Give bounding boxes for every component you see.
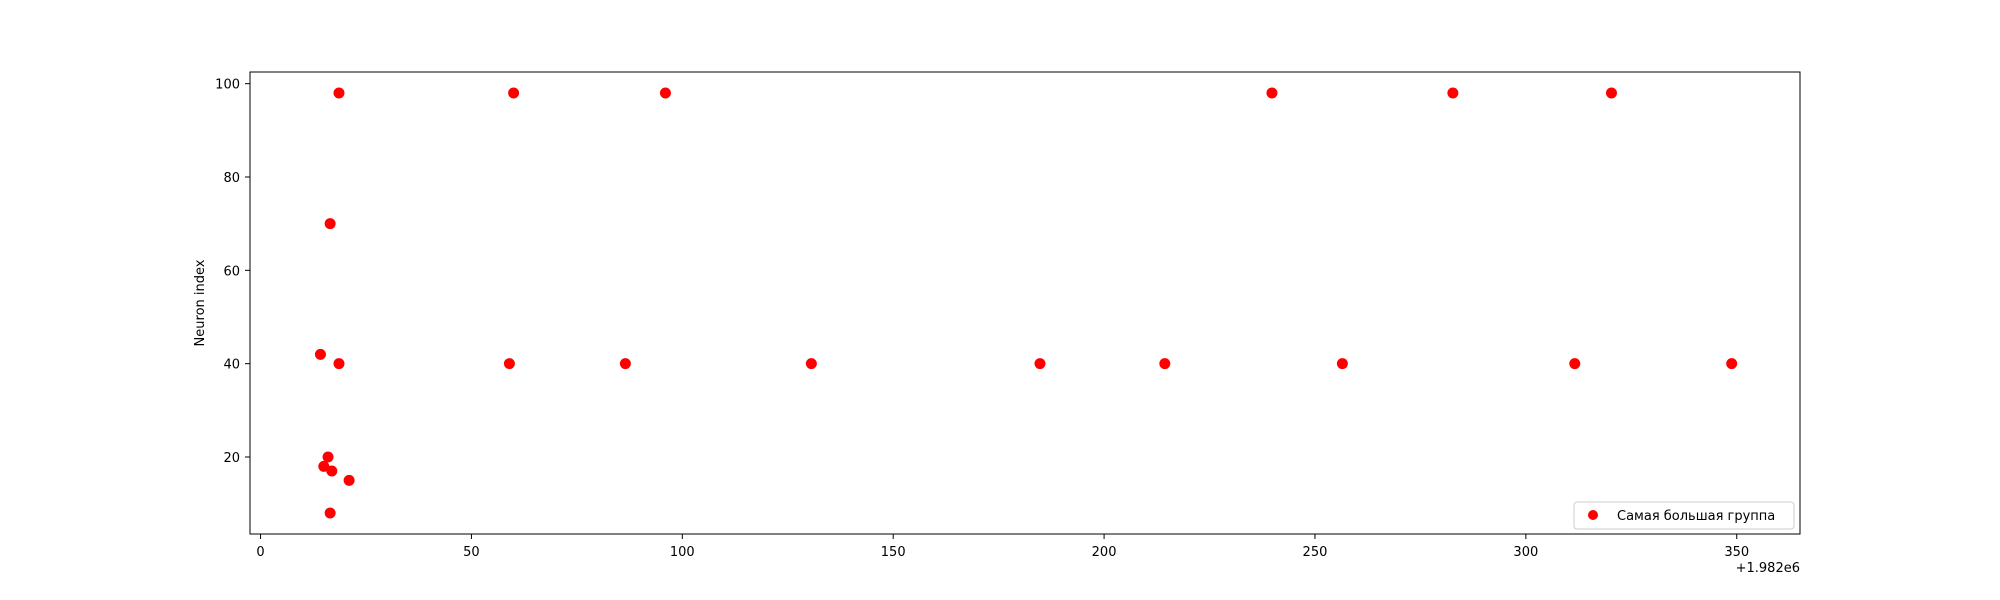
- x-tick-label: 150: [881, 545, 906, 560]
- y-axis-label: Neuron index: [193, 259, 208, 346]
- data-point: [333, 87, 345, 99]
- data-point: [1266, 87, 1278, 99]
- data-points: [314, 87, 1738, 519]
- x-tick-label: 100: [670, 545, 695, 560]
- data-point: [1569, 358, 1581, 370]
- data-point: [318, 460, 330, 472]
- legend: Самая большая группа: [1573, 501, 1795, 530]
- y-tick-label: 80: [223, 171, 240, 186]
- data-point: [1605, 87, 1617, 99]
- data-point: [1726, 358, 1738, 370]
- data-point: [324, 507, 336, 519]
- axis-ticks: 0 50 100 150 200 250 300 350 20 40 60 80 100: [215, 78, 1749, 560]
- x-tick-label: 300: [1513, 545, 1538, 560]
- data-point: [659, 87, 671, 99]
- plot-area: [250, 72, 1800, 534]
- data-point: [1034, 358, 1046, 370]
- legend-box: [1573, 501, 1795, 530]
- x-tick-label: 350: [1724, 545, 1749, 560]
- legend-marker: [1588, 510, 1598, 520]
- y-tick-label: 100: [215, 78, 240, 93]
- data-point: [343, 474, 355, 486]
- data-point: [333, 358, 345, 370]
- y-tick-label: 40: [223, 358, 240, 373]
- data-point: [503, 358, 515, 370]
- data-point: [805, 358, 817, 370]
- x-tick-label: 200: [1092, 545, 1117, 560]
- y-tick-label: 60: [223, 264, 240, 279]
- data-point: [619, 358, 631, 370]
- data-point: [314, 348, 326, 360]
- x-tick-label: 0: [256, 545, 264, 560]
- data-point: [1336, 358, 1348, 370]
- legend-label: Самая большая группа: [1617, 509, 1775, 524]
- data-point: [1447, 87, 1459, 99]
- x-tick-label: 50: [463, 545, 480, 560]
- x-axis-offset-label: +1.982e6: [1736, 561, 1800, 576]
- data-point: [322, 451, 334, 463]
- data-point: [324, 218, 336, 230]
- data-point: [326, 465, 338, 477]
- x-tick-label: 250: [1303, 545, 1328, 560]
- data-point: [1159, 358, 1171, 370]
- plot-frame: [249, 71, 1801, 535]
- y-tick-label: 20: [223, 451, 240, 466]
- data-point: [508, 87, 520, 99]
